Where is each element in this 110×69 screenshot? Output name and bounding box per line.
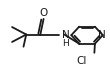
Text: Cl: Cl	[76, 56, 86, 66]
Text: H: H	[63, 39, 69, 48]
Text: N: N	[98, 30, 106, 40]
Text: N: N	[62, 30, 70, 40]
Text: O: O	[39, 8, 48, 18]
